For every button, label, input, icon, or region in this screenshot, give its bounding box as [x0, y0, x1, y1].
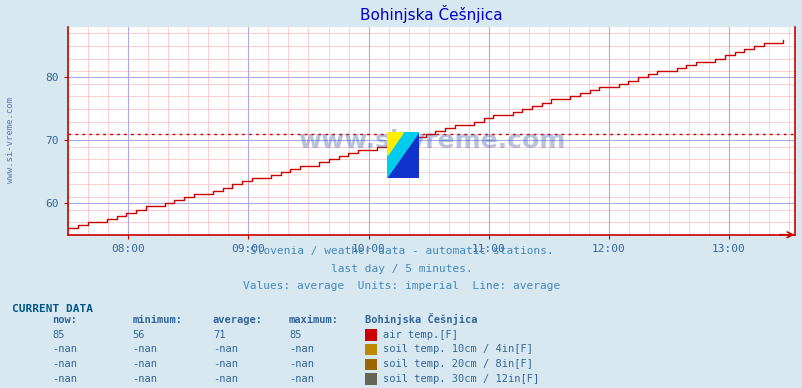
Text: -nan: -nan [132, 374, 157, 384]
Text: -nan: -nan [289, 374, 314, 384]
Text: maximum:: maximum: [289, 315, 338, 325]
Title: Bohinjska Češnjica: Bohinjska Češnjica [360, 5, 502, 23]
Text: -nan: -nan [213, 359, 237, 369]
Text: www.si-vreme.com: www.si-vreme.com [6, 97, 15, 183]
Text: minimum:: minimum: [132, 315, 182, 325]
Text: Slovenia / weather data - automatic stations.: Slovenia / weather data - automatic stat… [249, 246, 553, 256]
Text: 85: 85 [52, 329, 65, 340]
Text: average:: average: [213, 315, 262, 325]
Text: 56: 56 [132, 329, 145, 340]
Text: Values: average  Units: imperial  Line: average: Values: average Units: imperial Line: av… [242, 281, 560, 291]
Text: Bohinjska Češnjica: Bohinjska Češnjica [365, 313, 477, 325]
Text: -nan: -nan [52, 374, 77, 384]
Text: soil temp. 20cm / 8in[F]: soil temp. 20cm / 8in[F] [383, 359, 533, 369]
Text: www.si-vreme.com: www.si-vreme.com [298, 129, 565, 153]
Text: soil temp. 30cm / 12in[F]: soil temp. 30cm / 12in[F] [383, 374, 539, 384]
Text: soil temp. 10cm / 4in[F]: soil temp. 10cm / 4in[F] [383, 344, 533, 354]
Polygon shape [386, 132, 418, 178]
Text: 85: 85 [289, 329, 302, 340]
Text: last day / 5 minutes.: last day / 5 minutes. [330, 263, 472, 274]
Text: -nan: -nan [289, 359, 314, 369]
Text: -nan: -nan [52, 359, 77, 369]
Text: -nan: -nan [213, 344, 237, 354]
Text: -nan: -nan [52, 344, 77, 354]
Text: -nan: -nan [132, 344, 157, 354]
Polygon shape [386, 132, 402, 155]
Text: -nan: -nan [213, 374, 237, 384]
Text: air temp.[F]: air temp.[F] [383, 329, 457, 340]
Text: 71: 71 [213, 329, 225, 340]
Text: -nan: -nan [132, 359, 157, 369]
Text: CURRENT DATA: CURRENT DATA [12, 304, 93, 314]
Text: -nan: -nan [289, 344, 314, 354]
Polygon shape [386, 132, 418, 178]
Text: now:: now: [52, 315, 77, 325]
